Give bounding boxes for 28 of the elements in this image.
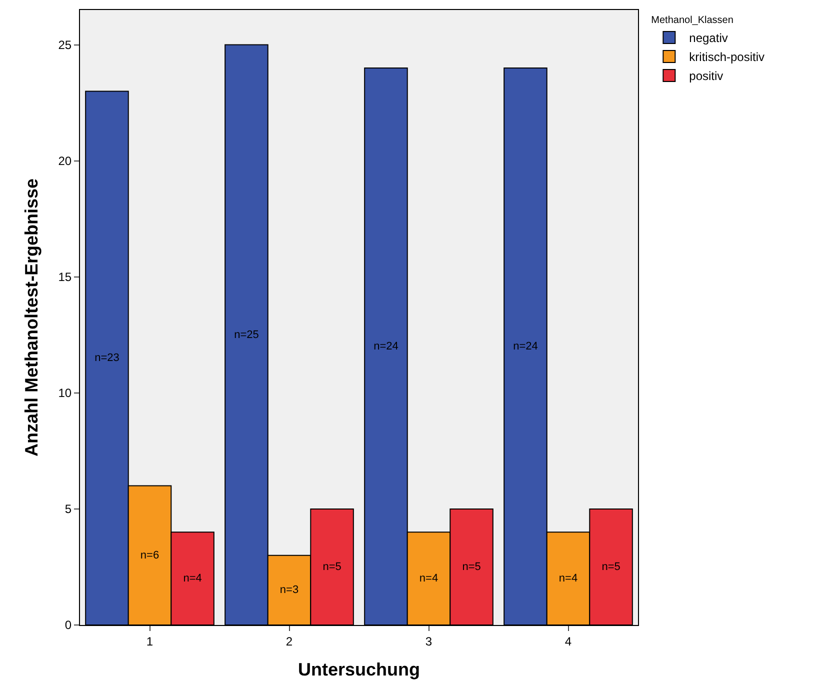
- data-label: n=4: [419, 572, 438, 585]
- data-label: n=5: [322, 560, 342, 573]
- data-label: n=3: [280, 584, 299, 596]
- data-label: n=4: [558, 572, 578, 585]
- data-label: n=6: [140, 549, 160, 562]
- legend-label: kritisch-positiv: [689, 50, 765, 64]
- legend-title: Methanol_Klassen: [651, 15, 734, 26]
- x-tick-label: 4: [564, 634, 572, 648]
- x-axis-title: Untersuchung: [298, 660, 420, 680]
- data-label: n=5: [602, 560, 620, 573]
- y-tick-label: 20: [58, 154, 72, 168]
- x-tick-label: 1: [146, 634, 154, 648]
- y-axis-title: Anzahl Methanoltest-Ergebnisse: [21, 178, 42, 457]
- data-label: n=24: [374, 340, 398, 353]
- y-tick-label: 0: [64, 618, 72, 632]
- data-label: n=24: [513, 340, 538, 353]
- data-label: n=4: [183, 572, 202, 585]
- data-label: n=5: [462, 560, 481, 573]
- data-label: n=25: [234, 328, 259, 341]
- data-label: n=23: [94, 352, 120, 364]
- y-tick-label: 5: [64, 502, 72, 516]
- x-tick-label: 2: [286, 634, 293, 648]
- y-tick-label: 10: [58, 386, 72, 400]
- legend-label: positiv: [689, 69, 724, 84]
- x-tick-label: 3: [425, 634, 432, 648]
- y-tick-label: 25: [58, 38, 72, 52]
- y-tick-label: 15: [58, 270, 72, 284]
- legend-label: negativ: [689, 31, 728, 46]
